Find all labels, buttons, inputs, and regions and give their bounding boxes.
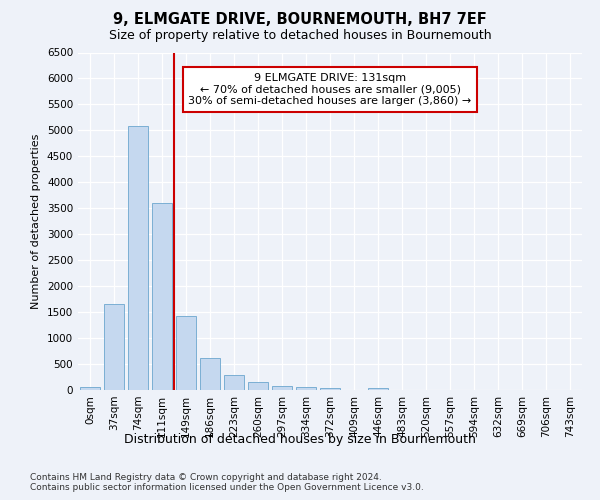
Bar [224,375,244,390]
Bar [104,304,124,390]
Bar [200,358,220,390]
Bar [152,203,172,390]
Bar [320,388,340,390]
Bar [248,382,268,390]
Text: Distribution of detached houses by size in Bournemouth: Distribution of detached houses by size … [124,432,476,446]
Bar [128,126,148,390]
Text: Size of property relative to detached houses in Bournemouth: Size of property relative to detached ho… [109,29,491,42]
Text: Contains HM Land Registry data © Crown copyright and database right 2024.
Contai: Contains HM Land Registry data © Crown c… [30,472,424,492]
Bar [296,388,316,390]
Bar [272,386,292,390]
Bar [176,316,196,390]
Bar [368,388,388,390]
Bar [80,388,100,390]
Text: 9 ELMGATE DRIVE: 131sqm
← 70% of detached houses are smaller (9,005)
30% of semi: 9 ELMGATE DRIVE: 131sqm ← 70% of detache… [188,72,472,106]
Y-axis label: Number of detached properties: Number of detached properties [31,134,41,309]
Text: 9, ELMGATE DRIVE, BOURNEMOUTH, BH7 7EF: 9, ELMGATE DRIVE, BOURNEMOUTH, BH7 7EF [113,12,487,28]
